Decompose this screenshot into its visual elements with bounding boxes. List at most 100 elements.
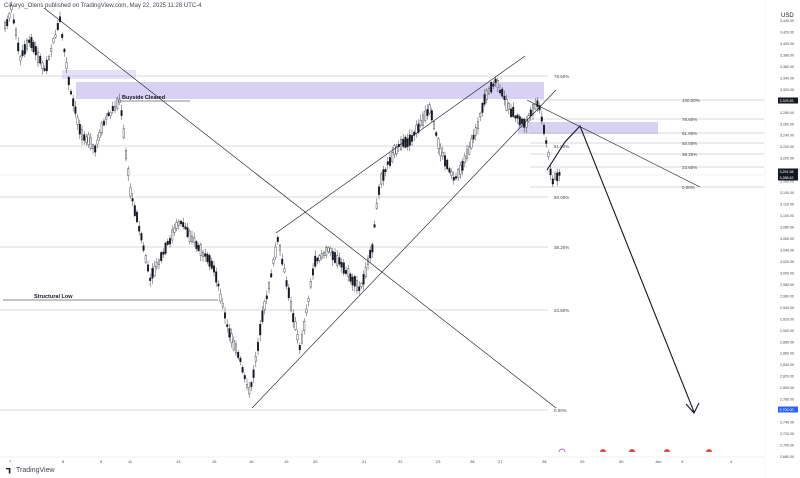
- candle-body: [259, 324, 262, 336]
- candle-body: [67, 76, 70, 86]
- candle-body: [551, 178, 554, 185]
- candle-body: [461, 161, 464, 171]
- price-tick: 2,840.00: [780, 363, 794, 367]
- tradingview-logo-icon: [6, 467, 11, 474]
- price-axis[interactable]: 3,440.00 3,420.00 3,400.00 3,380.00 3,360.00…: [764, 0, 800, 478]
- candle-body: [281, 258, 284, 265]
- candle-body: [435, 132, 438, 136]
- candle-body: [4, 22, 6, 30]
- candle-body: [61, 33, 64, 38]
- price-badge-label: 3,325.55: [780, 99, 794, 103]
- time-tick: Jun: [655, 459, 661, 464]
- candle-body: [459, 165, 462, 175]
- price-tick: 3,000.00: [780, 271, 794, 275]
- candle-body: [303, 320, 306, 332]
- time-axis[interactable]: 7 8 9 11 13 15 16 19 20 21 22 23 26 27 28 29 30 Jun 3 4: [0, 452, 764, 478]
- price-tick: 2,960.00: [780, 294, 794, 298]
- fib-label-right: 100.00%: [682, 98, 700, 103]
- candle-body: [204, 253, 207, 257]
- supply-zones: [62, 70, 658, 134]
- price-tick: 3,320.00: [780, 88, 794, 92]
- candle-body: [301, 334, 303, 344]
- candle-body: [153, 266, 156, 277]
- candle-body: [226, 324, 229, 327]
- candle-body: [142, 245, 145, 251]
- candle-body: [450, 171, 453, 176]
- candle-body: [133, 205, 136, 216]
- candle-body: [81, 129, 83, 140]
- price-tick: 2,940.00: [780, 306, 794, 310]
- candle-body: [127, 168, 130, 176]
- price-chart[interactable]: Buyside Cleared Structural Low 78.60% 61.…: [0, 0, 764, 452]
- candle-body: [305, 308, 308, 313]
- time-tick: 29: [580, 459, 585, 464]
- flag-icon: [629, 449, 635, 452]
- candle-body: [268, 282, 270, 290]
- candle-body: [386, 161, 389, 165]
- candle-body: [129, 187, 132, 197]
- price-tick: 3,440.00: [780, 19, 794, 23]
- event-markers[interactable]: [558, 448, 712, 452]
- candle-body: [175, 221, 178, 229]
- candle-body: [534, 103, 537, 110]
- candle-body: [393, 145, 396, 155]
- candle-body: [391, 152, 394, 163]
- candle-body: [543, 124, 545, 134]
- candle-body: [327, 247, 330, 252]
- candle-body: [380, 173, 383, 185]
- flag-icon: [706, 449, 712, 452]
- candle-body: [351, 276, 354, 286]
- candle-body: [501, 88, 504, 97]
- time-tick: 30: [619, 459, 624, 464]
- candle-body: [23, 44, 26, 55]
- candle-body: [309, 281, 312, 288]
- candle-body: [334, 252, 336, 263]
- candle-body: [325, 247, 328, 256]
- candle-body: [358, 286, 361, 291]
- candle-body: [444, 155, 446, 167]
- candle-body: [382, 169, 385, 181]
- candle-body: [131, 198, 134, 202]
- candle-body: [114, 106, 116, 111]
- candle-body: [316, 257, 319, 262]
- candle-body: [28, 39, 31, 43]
- resistance-line: [526, 99, 701, 188]
- candle-body: [52, 38, 55, 43]
- candle-body: [356, 280, 358, 291]
- candle-body: [547, 152, 550, 157]
- candle-body: [65, 62, 68, 69]
- candle-body: [360, 282, 363, 287]
- candle-body: [147, 264, 149, 272]
- candle-body: [338, 257, 341, 265]
- publisher-line: Cikaryo_Olens published on TradingView.c…: [4, 3, 202, 9]
- candle-body: [257, 342, 259, 351]
- candle-body: [17, 42, 20, 52]
- candle-body: [171, 229, 174, 241]
- candle-body: [318, 255, 321, 261]
- time-tick: 19: [284, 459, 289, 464]
- time-tick: 13: [176, 459, 181, 464]
- candle-body: [19, 56, 22, 61]
- candle-body: [116, 97, 119, 109]
- candle-body: [428, 104, 431, 114]
- candle-body: [54, 34, 57, 38]
- candle-body: [411, 135, 413, 142]
- candle-body: [243, 375, 246, 380]
- fib-label-left: 38.20%: [554, 245, 569, 250]
- candle-body: [140, 233, 143, 241]
- trend-lines: [3, 7, 701, 414]
- candle-body: [45, 59, 48, 72]
- candle-body: [369, 249, 372, 259]
- candle-body: [26, 39, 28, 50]
- candle-body: [347, 268, 350, 277]
- fib-label-left: 61.80%: [554, 144, 569, 149]
- price-tick: 3,280.00: [780, 111, 794, 115]
- price-tick: 3,020.00: [780, 260, 794, 264]
- price-tick: 3,340.00: [780, 76, 794, 80]
- structural-low-label: Structural Low: [34, 294, 73, 300]
- candle-body: [499, 89, 501, 94]
- candle-body: [10, 5, 13, 10]
- price-tick: 2,860.00: [780, 352, 794, 356]
- price-tick: 3,080.00: [780, 226, 794, 230]
- candle-body: [21, 50, 24, 56]
